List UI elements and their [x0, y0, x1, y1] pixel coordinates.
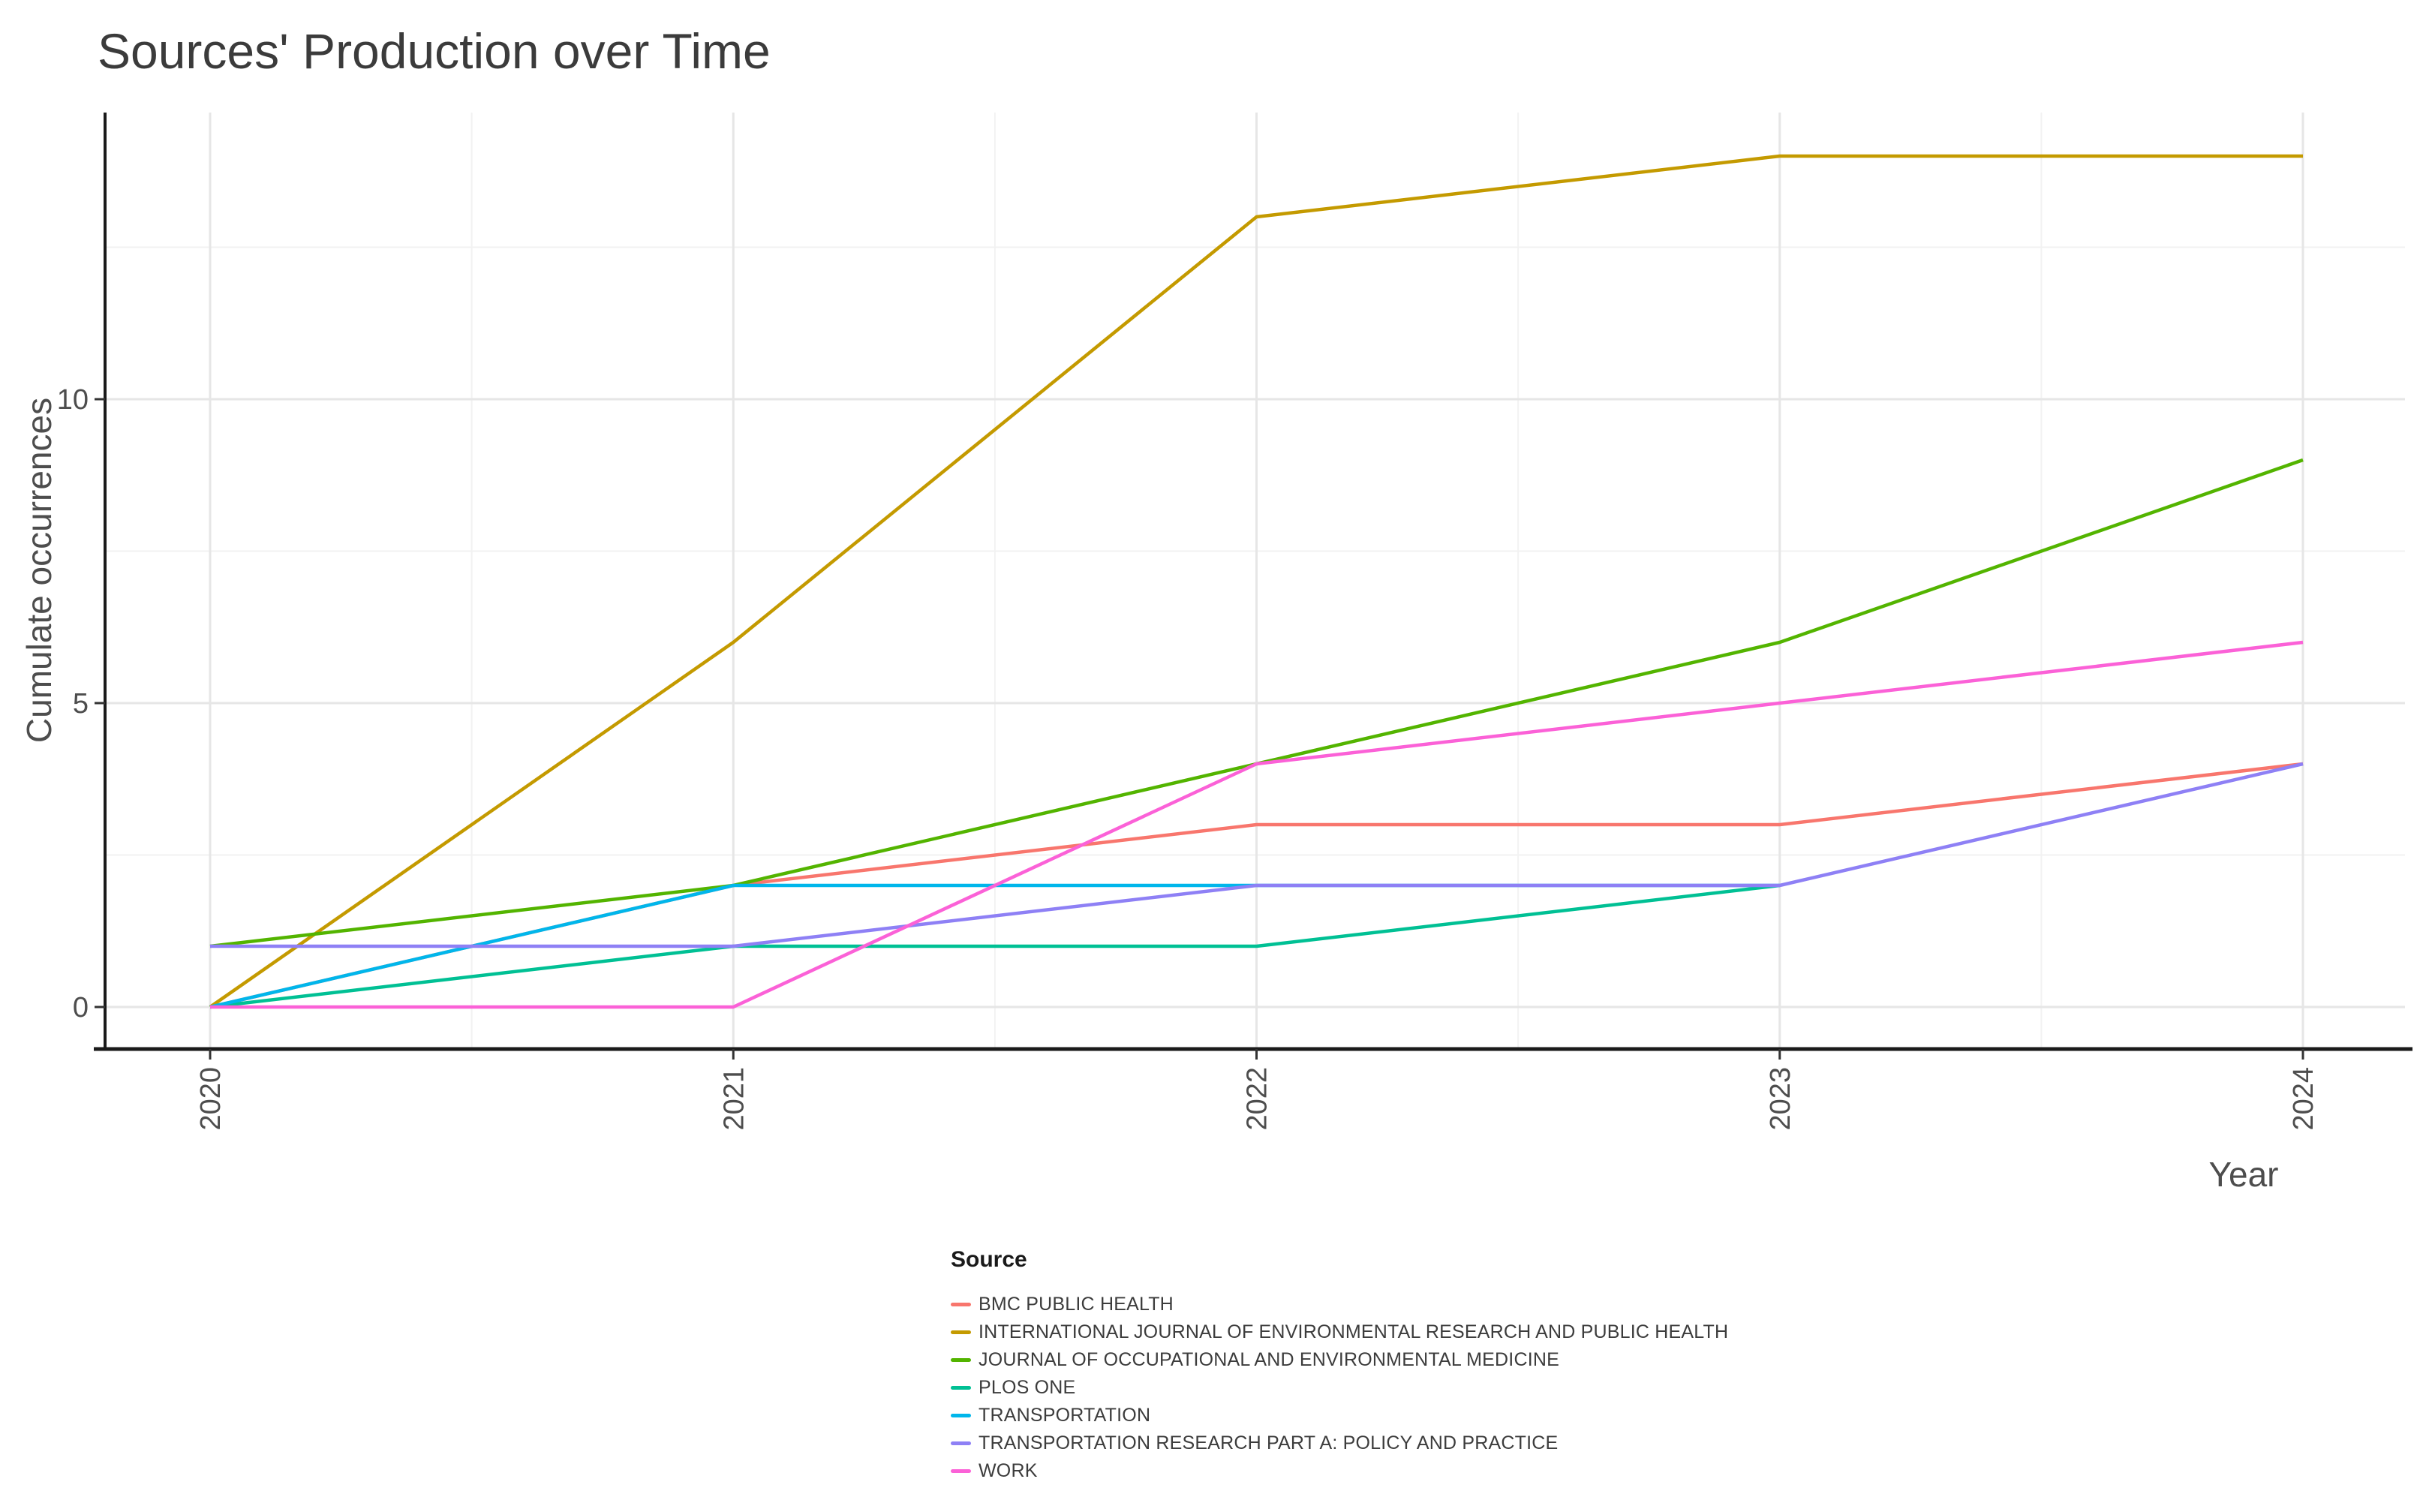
series-line: [210, 640, 2304, 1009]
x-tick-label: 2021: [718, 1067, 750, 1131]
y-axis-title: Cumulate occurrences: [20, 397, 59, 744]
legend-key-line: [951, 1441, 971, 1445]
legend-items: BMC PUBLIC HEALTH INTERNATIONAL JOURNAL O…: [951, 1291, 1728, 1485]
legend-row: TRANSPORTATION RESEARCH PART A: POLICY A…: [951, 1429, 1728, 1457]
series-line: [209, 883, 1781, 1009]
legend-label: TRANSPORTATION: [979, 1405, 1151, 1426]
legend-key-line: [951, 1303, 971, 1306]
legend-title: Source: [951, 1247, 1027, 1272]
legend-row: INTERNATIONAL JOURNAL OF ENVIRONMENTAL R…: [951, 1318, 1728, 1346]
legend-label: INTERNATIONAL JOURNAL OF ENVIRONMENTAL R…: [979, 1321, 1729, 1342]
y-tick-label: 10: [57, 384, 89, 416]
legend-label: JOURNAL OF OCCUPATIONAL AND ENVIRONMENTA…: [979, 1349, 1559, 1370]
y-tick-label: 0: [73, 992, 89, 1024]
legend-label: BMC PUBLIC HEALTH: [979, 1294, 1174, 1315]
legend-row: PLOS ONE: [951, 1374, 1728, 1402]
x-tick-label: 2022: [1242, 1067, 1273, 1131]
legend-key-line: [951, 1358, 971, 1362]
legend-row: WORK: [951, 1457, 1728, 1485]
legend-key-line: [951, 1386, 971, 1390]
x-tick-label: 2020: [195, 1067, 227, 1131]
legend-key-line: [951, 1469, 971, 1473]
legend-key-line: [951, 1330, 971, 1334]
y-tick-label: 5: [73, 688, 89, 720]
series-line: [210, 762, 2304, 948]
x-tick-label: 2024: [2288, 1067, 2319, 1131]
x-axis-title: Year: [2208, 1155, 2279, 1194]
series-line: [209, 154, 2303, 1009]
legend: Source BMC PUBLIC HEALTH INTERNATIONAL JO…: [951, 1247, 1728, 1485]
legend-row: BMC PUBLIC HEALTH: [951, 1291, 1728, 1318]
legend-label: PLOS ONE: [979, 1377, 1076, 1398]
chart-title: Sources' Production over Time: [98, 23, 771, 79]
legend-label: TRANSPORTATION RESEARCH PART A: POLICY A…: [979, 1432, 1559, 1453]
legend-key-line: [951, 1414, 971, 1417]
legend-label: WORK: [979, 1460, 1038, 1481]
legend-row: JOURNAL OF OCCUPATIONAL AND ENVIRONMENTA…: [951, 1346, 1728, 1374]
legend-row: TRANSPORTATION: [951, 1402, 1728, 1429]
x-tick-label: 2023: [1765, 1067, 1796, 1131]
